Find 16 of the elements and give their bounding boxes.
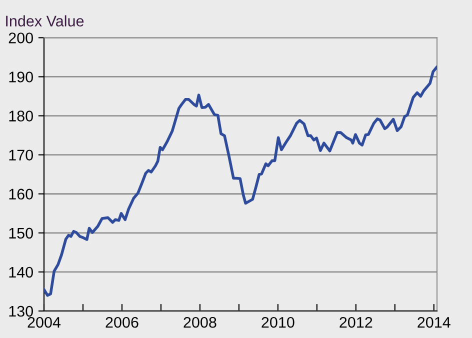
y-tick-label: 170 <box>9 150 33 161</box>
x-tick-label: 2012 <box>340 316 372 328</box>
y-tick-label: 200 <box>8 32 33 44</box>
x-tick-label: 2004 <box>28 316 61 328</box>
y-tick-label: 160 <box>9 188 33 200</box>
y-tick-label: 190 <box>9 72 33 82</box>
x-tick-label: 2010 <box>262 316 294 328</box>
x-tick-label: 2008 <box>184 316 216 328</box>
x-tick-label: 2006 <box>106 316 138 328</box>
y-axis-title: Index Value <box>6 15 84 26</box>
y-tick-label: 180 <box>9 110 33 122</box>
line-series <box>44 66 437 297</box>
x-tick-label: 2014 <box>418 316 450 328</box>
y-tick-label: 140 <box>9 266 33 278</box>
y-tick-label: 150 <box>9 228 33 239</box>
y-tick-label: 130 <box>9 306 33 317</box>
